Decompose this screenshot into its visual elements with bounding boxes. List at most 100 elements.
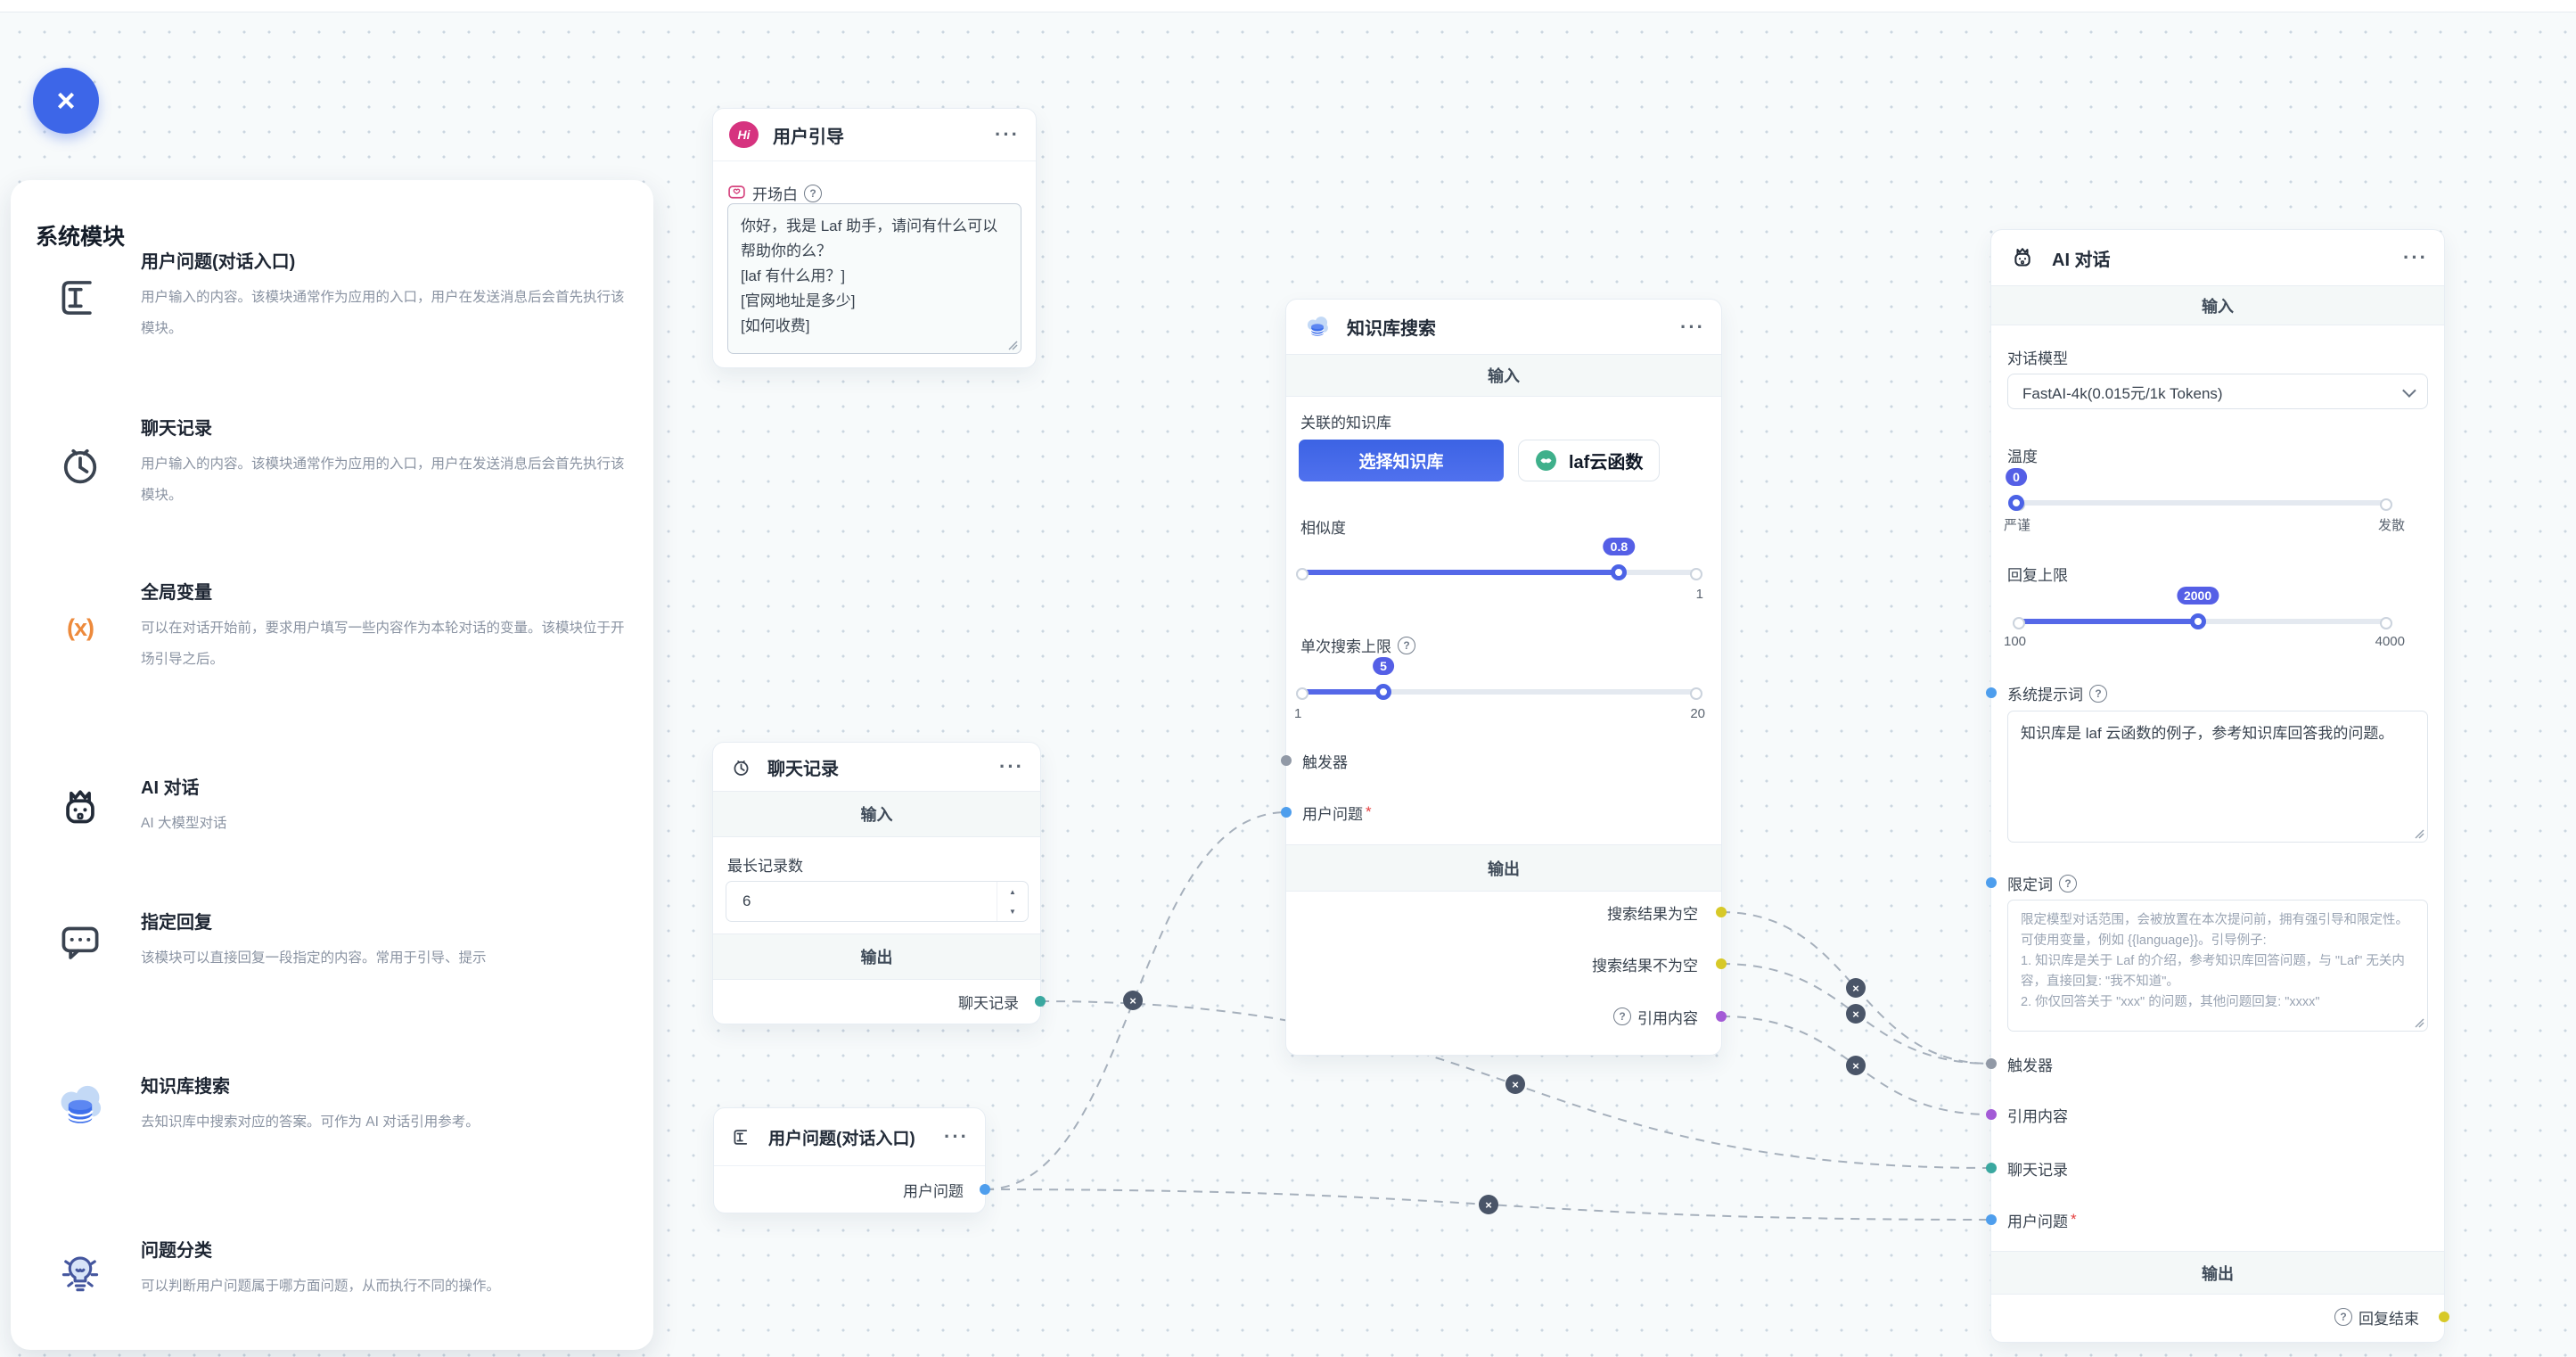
output-port-row: 用户问题: [903, 1182, 964, 1200]
port-system-prompt-in[interactable]: [1986, 687, 1997, 698]
system-prompt-label: 系统提示词 ?: [2007, 682, 2107, 704]
help-icon[interactable]: ?: [1398, 636, 1415, 654]
sidebar-item-user-question[interactable]: 用户问题(对话入口) 用户输入的内容。该模块通常作为应用的入口，用户在发送消息后…: [50, 251, 639, 344]
port-reply-done-out[interactable]: [2439, 1312, 2449, 1322]
help-icon[interactable]: ?: [2334, 1308, 2352, 1326]
port-chat-history-out[interactable]: [1035, 996, 1046, 1007]
sidebar-item-chat-history[interactable]: 聊天记录 用户输入的内容。该模块通常作为应用的入口，用户在发送消息后会首先执行该…: [50, 417, 639, 511]
item-title: 用户问题(对话入口): [141, 252, 296, 272]
number-stepper: ▲ ▼: [997, 882, 1028, 921]
port-result-not-empty-out[interactable]: [1716, 958, 1727, 969]
port-user-question-out[interactable]: [980, 1184, 990, 1195]
help-icon[interactable]: ?: [2089, 684, 2107, 703]
node-kb-search-header[interactable]: 知识库搜索 ···: [1286, 300, 1721, 355]
edge-delete-button[interactable]: ×: [1846, 1056, 1866, 1075]
reply-bubble-icon: [50, 910, 111, 975]
item-desc: AI 大模型对话: [141, 816, 227, 831]
node-menu-button[interactable]: ···: [944, 1125, 969, 1147]
resize-handle[interactable]: [2414, 1017, 2424, 1028]
output-section-header: 输出: [1991, 1251, 2444, 1295]
max-records-value: 6: [742, 892, 751, 909]
opening-remark-label: 开场白 ?: [727, 182, 822, 204]
sidebar-item-reply[interactable]: 指定回复 该模块可以直接回复一段指定的内容。常用于引导、提示: [50, 910, 639, 975]
port-trigger-in[interactable]: [1281, 755, 1292, 766]
node-kb-search[interactable]: 知识库搜索 ··· 输入 关联的知识库 选择知识库 laf云函数 相似度 0.8…: [1281, 300, 1727, 1055]
qualifier-textarea[interactable]: [2007, 900, 2428, 1032]
delete-icon: ×: [1852, 981, 1859, 995]
node-ai-chat[interactable]: AI 对话 ··· 输入 对话模型 FastAI-4k(0.015元/1k To…: [1986, 230, 2449, 1342]
node-menu-button[interactable]: ···: [995, 123, 1020, 145]
output-section-header: 输出: [1286, 844, 1721, 892]
edge-delete-button[interactable]: ×: [1479, 1195, 1498, 1214]
node-title: 用户问题(对话入口): [768, 1129, 915, 1148]
input-section-header: 输入: [1286, 354, 1721, 397]
sidebar-item-kb-search[interactable]: 知识库搜索 去知识库中搜索对应的答案。可作为 AI 对话引用参考。: [50, 1074, 639, 1139]
sidebar-item-variables[interactable]: (x) 全局变量 可以在对话开始前，要求用户填写一些内容作为本轮对话的变量。该模…: [50, 581, 639, 675]
help-icon[interactable]: ?: [2059, 874, 2077, 892]
kb-chip-laf[interactable]: laf云函数: [1518, 440, 1661, 481]
top-bar: [0, 0, 2576, 12]
edge-kbempty-to-trigger: [1720, 911, 1992, 1065]
stepper-up-icon[interactable]: ▲: [1009, 887, 1016, 896]
item-title: 全局变量: [141, 583, 212, 603]
resize-handle[interactable]: [2414, 828, 2424, 839]
help-icon[interactable]: ?: [1613, 1007, 1631, 1025]
port-qualifier-in[interactable]: [1986, 877, 1997, 888]
item-desc: 用户输入的内容。该模块通常作为应用的入口，用户在发送消息后会首先执行该模块。: [141, 456, 625, 503]
node-chat-history-header[interactable]: 聊天记录 ···: [713, 743, 1040, 792]
system-prompt-field: 知识库是 laf 云函数的例子，参考知识库回答我的问题。: [2007, 711, 2428, 843]
input-section-header: 输入: [1991, 285, 2444, 325]
model-select[interactable]: FastAI-4k(0.015元/1k Tokens): [2007, 374, 2428, 409]
port-history-in[interactable]: [1986, 1163, 1997, 1173]
node-menu-button[interactable]: ···: [2403, 246, 2428, 268]
max-records-input[interactable]: 6 ▲ ▼: [726, 881, 1029, 922]
guide-hi-icon: Hi: [729, 121, 759, 148]
node-user-guide-header[interactable]: Hi 用户引导 ···: [713, 109, 1036, 161]
slider-thumb[interactable]: [1375, 684, 1392, 700]
model-label: 对话模型: [2007, 350, 2068, 367]
system-prompt-textarea[interactable]: 知识库是 laf 云函数的例子，参考知识库回答我的问题。: [2007, 711, 2428, 843]
similarity-slider[interactable]: 0.8: [1296, 538, 1702, 580]
output-section-header: 输出: [713, 933, 1040, 980]
temperature-value: 0: [2006, 468, 2027, 486]
node-user-question[interactable]: 用户问题(对话入口) ··· 用户问题: [714, 1108, 990, 1213]
delete-icon: ×: [1852, 1007, 1859, 1021]
edge-delete-button[interactable]: ×: [1846, 1004, 1866, 1024]
stepper-down-icon[interactable]: ▼: [1009, 907, 1016, 916]
port-quote-out[interactable]: [1716, 1011, 1727, 1022]
reply-limit-slider[interactable]: 2000: [2013, 587, 2392, 629]
edge-delete-button[interactable]: ×: [1123, 991, 1143, 1010]
node-chat-history[interactable]: 聊天记录 ··· 输入 最长记录数 6 ▲ ▼ 输出 聊天记录: [713, 743, 1046, 1024]
close-button[interactable]: ×: [33, 68, 99, 134]
search-limit-slider[interactable]: 5: [1296, 657, 1702, 700]
node-ai-chat-header[interactable]: AI 对话 ···: [1991, 230, 2444, 286]
node-user-question-header[interactable]: 用户问题(对话入口) ···: [714, 1108, 985, 1166]
edge-delete-button[interactable]: ×: [1505, 1074, 1525, 1094]
node-menu-button[interactable]: ···: [999, 755, 1024, 777]
slider-thumb[interactable]: [2189, 613, 2206, 629]
select-kb-button[interactable]: 选择知识库: [1299, 440, 1504, 481]
help-icon[interactable]: ?: [804, 184, 822, 202]
port-question-in[interactable]: [1281, 807, 1292, 818]
opening-remark-textarea[interactable]: 你好，我是 Laf 助手，请问有什么可以帮助你的么？ [laf 有什么用？] […: [727, 203, 1021, 354]
resize-handle[interactable]: [1007, 340, 1018, 350]
slider-thumb[interactable]: [1611, 564, 1628, 580]
port-result-empty-out[interactable]: [1716, 907, 1727, 917]
item-title: AI 对话: [141, 778, 200, 798]
clock-icon: [734, 760, 749, 776]
temperature-slider[interactable]: 0: [2006, 468, 2392, 511]
input-section-header: 输入: [713, 791, 1040, 837]
kb-search-icon: [1307, 316, 1328, 336]
node-user-guide[interactable]: Hi 用户引导 ··· 开场白 ? 你好，我是 Laf 助手，请问有什么可以帮助…: [713, 109, 1036, 367]
port-trigger-in[interactable]: [1986, 1058, 1997, 1069]
edge-delete-button[interactable]: ×: [1846, 978, 1866, 998]
port-question-in[interactable]: [1986, 1214, 1997, 1225]
question-port-row: 用户问题 *: [1302, 803, 1372, 823]
port-quote-in[interactable]: [1986, 1109, 1997, 1120]
sidebar-item-ai-chat[interactable]: AI 对话 AI 大模型对话: [50, 776, 639, 840]
sidebar-item-classify[interactable]: 问题分类 可以判断用户问题属于哪方面问题，从而执行不同的操作。: [50, 1238, 639, 1303]
node-menu-button[interactable]: ···: [1680, 315, 1705, 338]
search-limit-value: 5: [1373, 657, 1394, 675]
slider-thumb[interactable]: [2008, 495, 2024, 511]
